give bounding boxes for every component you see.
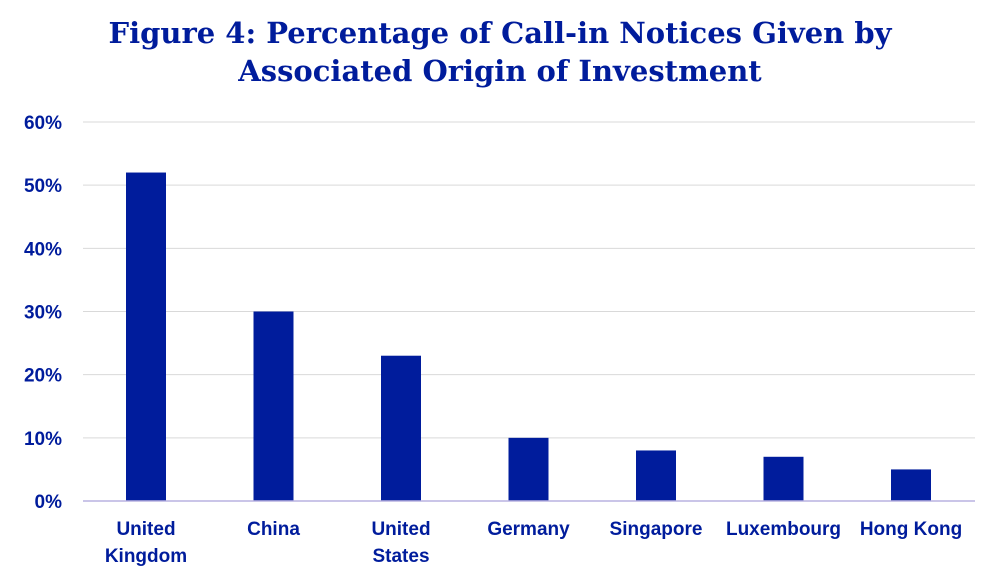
y-tick-label: 0% — [35, 492, 63, 513]
x-category-label: Singapore — [610, 519, 703, 540]
y-axis-tick-labels: 0% 10% 20% 30% 40% 50% 60% — [24, 113, 62, 513]
y-tick-label: 50% — [24, 176, 62, 197]
chart-title-line-1: Figure 4: Percentage of Call-in Notices … — [108, 16, 892, 50]
y-tick-label: 20% — [24, 366, 62, 387]
y-tick-label: 10% — [24, 429, 62, 450]
y-tick-label: 60% — [24, 113, 62, 134]
x-category-label: Germany — [487, 519, 570, 540]
grid-lines — [83, 121, 975, 439]
x-category-label: Hong Kong — [860, 519, 962, 540]
bar — [636, 450, 676, 501]
bar — [891, 469, 931, 501]
y-tick-label: 40% — [24, 239, 62, 260]
x-category-label: Luxembourg — [726, 519, 841, 540]
x-category-label: United Kingdom — [105, 519, 187, 567]
bar — [381, 355, 421, 501]
y-tick-label: 30% — [24, 303, 62, 324]
bars — [126, 172, 931, 502]
chart-title-line-2: Associated Origin of Investment — [238, 54, 762, 88]
x-axis-category-labels: United Kingdom China United States Germany Sin… — [105, 519, 962, 567]
x-category-label: China — [247, 519, 300, 540]
chart-title: Figure 4: Percentage of Call-in Notices … — [0, 14, 1000, 90]
bar — [763, 456, 804, 501]
bar — [126, 172, 166, 502]
bar — [508, 437, 549, 501]
x-category-label: United States — [371, 519, 430, 567]
bar — [253, 311, 294, 501]
